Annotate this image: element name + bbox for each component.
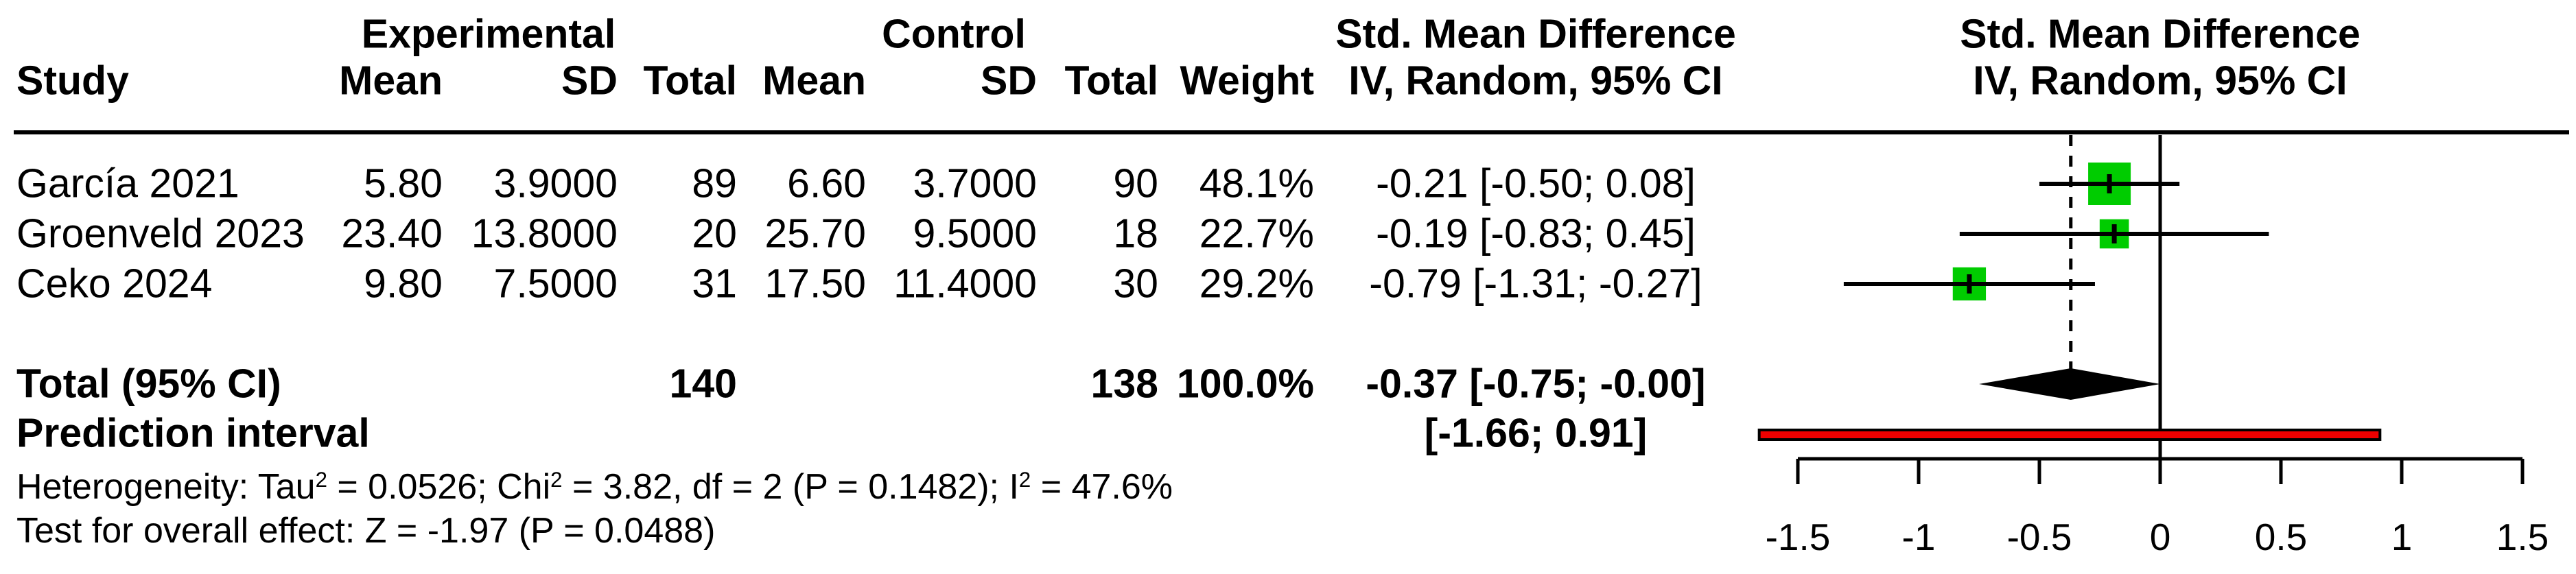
experimental-total-value: 89 — [692, 160, 737, 206]
weight-value: 48.1% — [1199, 160, 1314, 206]
x-axis-tick-label: 1.5 — [2496, 516, 2549, 558]
experimental-sd-value: 13.8000 — [471, 211, 618, 256]
control-mean-value: 6.60 — [787, 160, 866, 206]
control-mean-value: 17.50 — [764, 261, 866, 307]
total-row-label: Total (95% CI) — [16, 361, 281, 407]
experimental-sd-header: SD — [561, 58, 618, 104]
weight-value: 22.7% — [1199, 211, 1314, 256]
x-axis-tick-label: -1.5 — [1766, 516, 1831, 558]
smd-column-subtitle: IV, Random, 95% CI — [1348, 58, 1723, 104]
study-label: Ceko 2024 — [16, 261, 213, 307]
control-sd-value: 11.4000 — [893, 261, 1037, 307]
smd-ci-value: -0.21 [-0.50; 0.08] — [1376, 160, 1696, 206]
het-text: Heterogeneity: Tau — [16, 467, 316, 507]
x-axis-tick-label: -1 — [1902, 516, 1936, 558]
experimental-mean-value: 23.40 — [341, 211, 443, 256]
experimental-total-value: 20 — [692, 211, 737, 256]
control-mean-value: 25.70 — [764, 211, 866, 256]
smd-ci-value: -0.19 [-0.83; 0.45] — [1376, 211, 1696, 256]
control-sd-value: 3.7000 — [913, 160, 1037, 206]
experimental-total-header: Total — [643, 58, 737, 104]
total-smd-ci: -0.37 [-0.75; -0.00] — [1366, 361, 1706, 407]
prediction-interval-ci: [-1.66; 0.91] — [1424, 410, 1648, 456]
plot-subtitle: IV, Random, 95% CI — [1973, 58, 2347, 104]
prediction-interval-label: Prediction interval — [16, 410, 370, 456]
total-weight: 100.0% — [1176, 361, 1314, 407]
study-label: Groenveld 2023 — [16, 211, 305, 256]
smd-ci-value: -0.79 [-1.31; -0.27] — [1369, 261, 1702, 307]
x-axis-tick-label: 0.5 — [2255, 516, 2307, 558]
study-column-header: Study — [16, 58, 129, 104]
het-sup: 2 — [315, 467, 327, 492]
control-mean-header: Mean — [762, 58, 866, 104]
control-group-header: Control — [882, 11, 1026, 57]
prediction-interval-bar — [1757, 429, 2382, 441]
het-sup: 2 — [550, 467, 563, 492]
study-label: García 2021 — [16, 160, 239, 206]
x-axis-tick-label: 0 — [2150, 516, 2171, 558]
experimental-mean-value: 9.80 — [364, 261, 443, 307]
het-sup: 2 — [1018, 467, 1031, 492]
weight-value: 29.2% — [1199, 261, 1314, 307]
total-control-n: 138 — [1090, 361, 1158, 407]
control-sd-header: SD — [981, 58, 1037, 104]
experimental-mean-header: Mean — [339, 58, 443, 104]
control-total-value: 90 — [1113, 160, 1158, 206]
het-text: = 47.6% — [1031, 467, 1173, 507]
smd-column-title: Std. Mean Difference — [1335, 11, 1736, 57]
overall-effect-test: Test for overall effect: Z = -1.97 (P = … — [16, 511, 716, 551]
control-total-value: 18 — [1113, 211, 1158, 256]
het-text: = 3.82, df = 2 (P = 0.1482); I — [562, 467, 1019, 507]
heterogeneity-stats: Heterogeneity: Tau2 = 0.0526; Chi2 = 3.8… — [16, 469, 1173, 505]
het-text: = 0.0526; Chi — [327, 467, 551, 507]
plot-title: Std. Mean Difference — [1960, 11, 2361, 57]
control-total-value: 30 — [1113, 261, 1158, 307]
weight-column-header: Weight — [1180, 58, 1314, 104]
pooled-effect-diamond — [1979, 368, 2160, 400]
x-axis-tick-label: -0.5 — [2007, 516, 2072, 558]
experimental-group-header: Experimental — [361, 11, 616, 57]
control-total-header: Total — [1064, 58, 1158, 104]
experimental-mean-value: 5.80 — [364, 160, 443, 206]
control-sd-value: 9.5000 — [913, 211, 1037, 256]
experimental-sd-value: 3.9000 — [493, 160, 618, 206]
experimental-total-value: 31 — [692, 261, 737, 307]
experimental-sd-value: 7.5000 — [493, 261, 618, 307]
header-divider-line — [14, 130, 2569, 134]
total-experimental-n: 140 — [669, 361, 737, 407]
x-axis-tick-label: 1 — [2391, 516, 2413, 558]
